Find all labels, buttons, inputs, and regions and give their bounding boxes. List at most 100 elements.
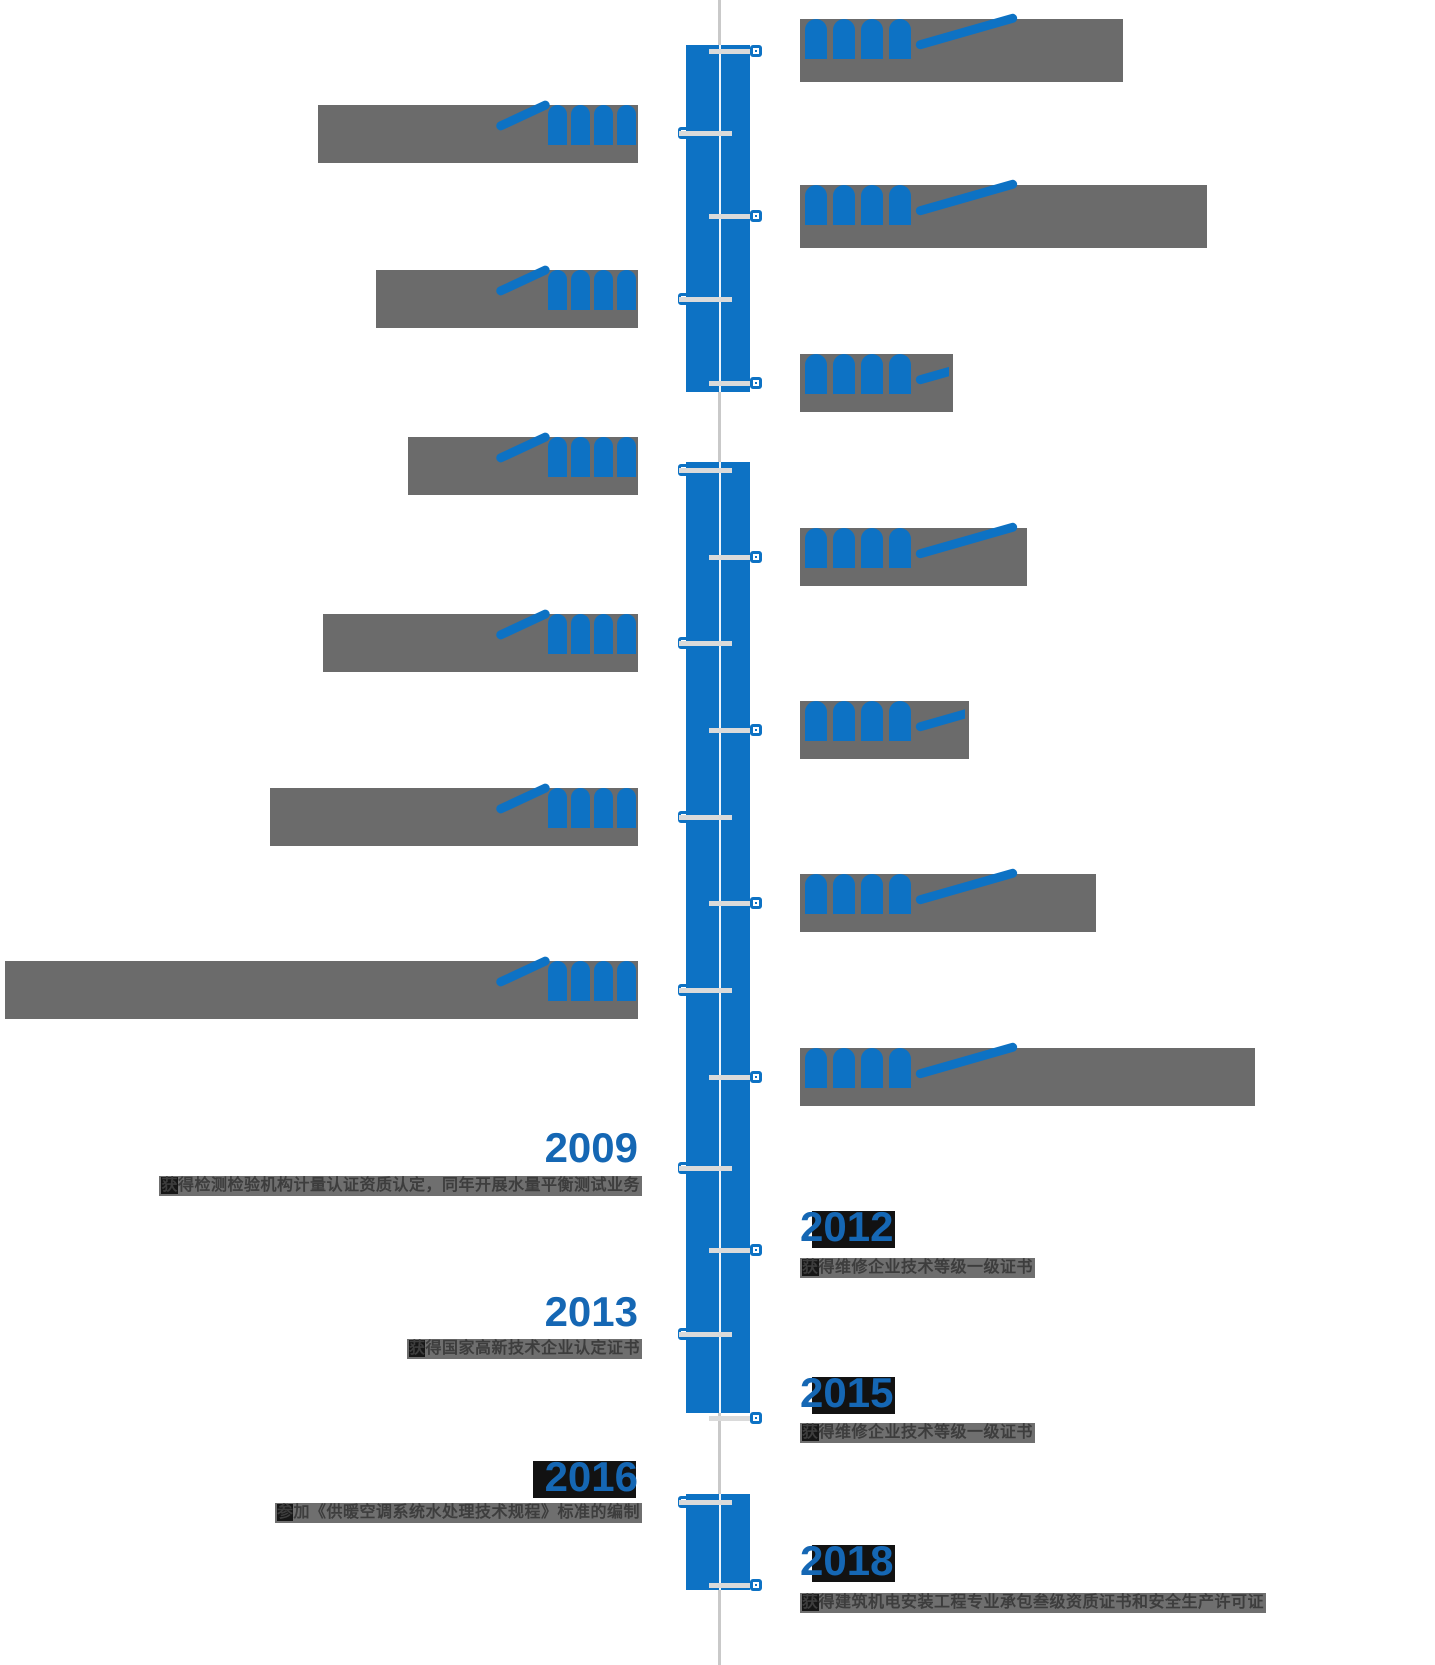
year-digit-fragment <box>594 105 613 145</box>
year-digit-fragment <box>861 19 883 59</box>
year-digit-fragment <box>805 1048 827 1088</box>
year-digit-fragment <box>548 437 567 477</box>
year-digit-fragment <box>889 874 911 914</box>
timeline-node-marker <box>750 1579 762 1591</box>
timeline-node-marker <box>750 45 762 57</box>
entry-year-text: 2016 <box>544 1453 638 1500</box>
timeline-bar-centerline <box>719 462 721 1413</box>
entry-year: 2013 <box>545 1291 638 1333</box>
timeline-node-marker <box>750 724 762 736</box>
entry-description: 获得国家高新技术企业认定证书 <box>406 1339 642 1359</box>
timeline-node-marker <box>750 897 762 909</box>
year-fragment <box>802 348 949 394</box>
year-swoosh <box>496 782 552 815</box>
year-digit-fragment <box>833 528 855 568</box>
entry-year-text: 2012 <box>800 1203 894 1250</box>
entry-year: 2018 <box>800 1537 896 1584</box>
year-digit-fragment <box>571 614 590 654</box>
entry-year-text: 2013 <box>544 1288 638 1335</box>
year-glitch-box <box>812 1377 896 1414</box>
year-digit-fragment <box>548 961 567 1001</box>
entry-description: 获得检测检验机构计量认证资质认定，同年开展水量平衡测试业务 <box>159 1176 642 1196</box>
timeline-tick <box>709 214 762 219</box>
year-swoosh <box>496 264 552 297</box>
year-swoosh <box>914 348 949 386</box>
timeline-tick <box>709 1075 762 1080</box>
year-digit-fragment <box>594 614 613 654</box>
timeline-tick <box>679 1166 732 1171</box>
year-fragment <box>496 608 638 654</box>
year-digit-fragment <box>889 528 911 568</box>
year-digit-fragment <box>617 614 636 654</box>
year-fragment <box>496 99 638 145</box>
entry-description: 获得维修企业技术等级一级证书 <box>800 1423 1036 1443</box>
year-swoosh <box>496 608 552 641</box>
year-digit-fragment <box>833 19 855 59</box>
timeline-tick <box>709 49 762 54</box>
timeline-tick <box>679 297 732 302</box>
year-swoosh <box>496 955 552 988</box>
year-fragment <box>802 179 1038 225</box>
year-digit-fragment <box>617 961 636 1001</box>
timeline-tick <box>709 1248 762 1253</box>
year-digit-fragment <box>861 701 883 741</box>
year-digit-fragment <box>861 874 883 914</box>
year-digit-fragment <box>571 270 590 310</box>
year-digit-fragment <box>548 614 567 654</box>
entry-year: 2015 <box>800 1372 896 1414</box>
year-digit-fragment <box>861 354 883 394</box>
year-digit-fragment <box>805 19 827 59</box>
timeline-tick <box>679 1332 732 1337</box>
year-digit-fragment <box>571 437 590 477</box>
timeline-tick <box>679 131 732 136</box>
entry-year: 2012 <box>800 1203 896 1250</box>
timeline-tick <box>679 1500 732 1505</box>
year-digit-fragment <box>889 1048 911 1088</box>
year-digit-fragment <box>805 185 827 225</box>
entry-description: 获得维修企业技术等级一级证书 <box>800 1258 1036 1278</box>
year-digit-fragment <box>833 874 855 914</box>
year-digit-fragment <box>833 185 855 225</box>
year-digit-fragment <box>805 528 827 568</box>
year-swoosh <box>496 431 552 464</box>
year-swoosh <box>914 1042 1019 1080</box>
year-digit-fragment <box>833 354 855 394</box>
year-swoosh <box>914 522 1019 560</box>
year-digit-fragment <box>833 701 855 741</box>
year-digit-fragment <box>617 270 636 310</box>
timeline-bar-centerline <box>719 1494 721 1590</box>
timeline-bar-segment <box>686 1494 750 1590</box>
year-swoosh <box>914 179 1019 217</box>
year-swoosh <box>914 868 1019 906</box>
year-fragment <box>802 522 1023 568</box>
year-fragment <box>496 955 638 1001</box>
timeline-node-marker <box>750 1244 762 1256</box>
timeline-tick <box>679 641 732 646</box>
year-digit-fragment <box>889 354 911 394</box>
timeline-tick <box>709 728 762 733</box>
year-digit-fragment <box>889 701 911 741</box>
year-digit-fragment <box>594 270 613 310</box>
year-digit-fragment <box>805 874 827 914</box>
year-swoosh <box>496 99 552 132</box>
timeline-node-marker <box>750 377 762 389</box>
entry-year: 2009 <box>545 1127 638 1169</box>
timeline-tick <box>709 901 762 906</box>
timeline-tick <box>709 381 762 386</box>
timeline-tick <box>709 1583 762 1588</box>
year-fragment <box>802 868 1038 914</box>
timeline-tick <box>679 468 732 473</box>
year-swoosh <box>914 13 1019 51</box>
timeline-tick <box>679 815 732 820</box>
year-digit-fragment <box>889 185 911 225</box>
timeline-tick <box>679 988 732 993</box>
year-digit-fragment <box>861 185 883 225</box>
year-glitch-box <box>812 1545 896 1582</box>
year-digit-fragment <box>594 788 613 828</box>
year-fragment <box>802 13 1038 59</box>
year-swoosh <box>914 695 965 733</box>
entry-year-text: 2018 <box>800 1537 894 1584</box>
year-digit-fragment <box>571 105 590 145</box>
year-digit-fragment <box>805 701 827 741</box>
